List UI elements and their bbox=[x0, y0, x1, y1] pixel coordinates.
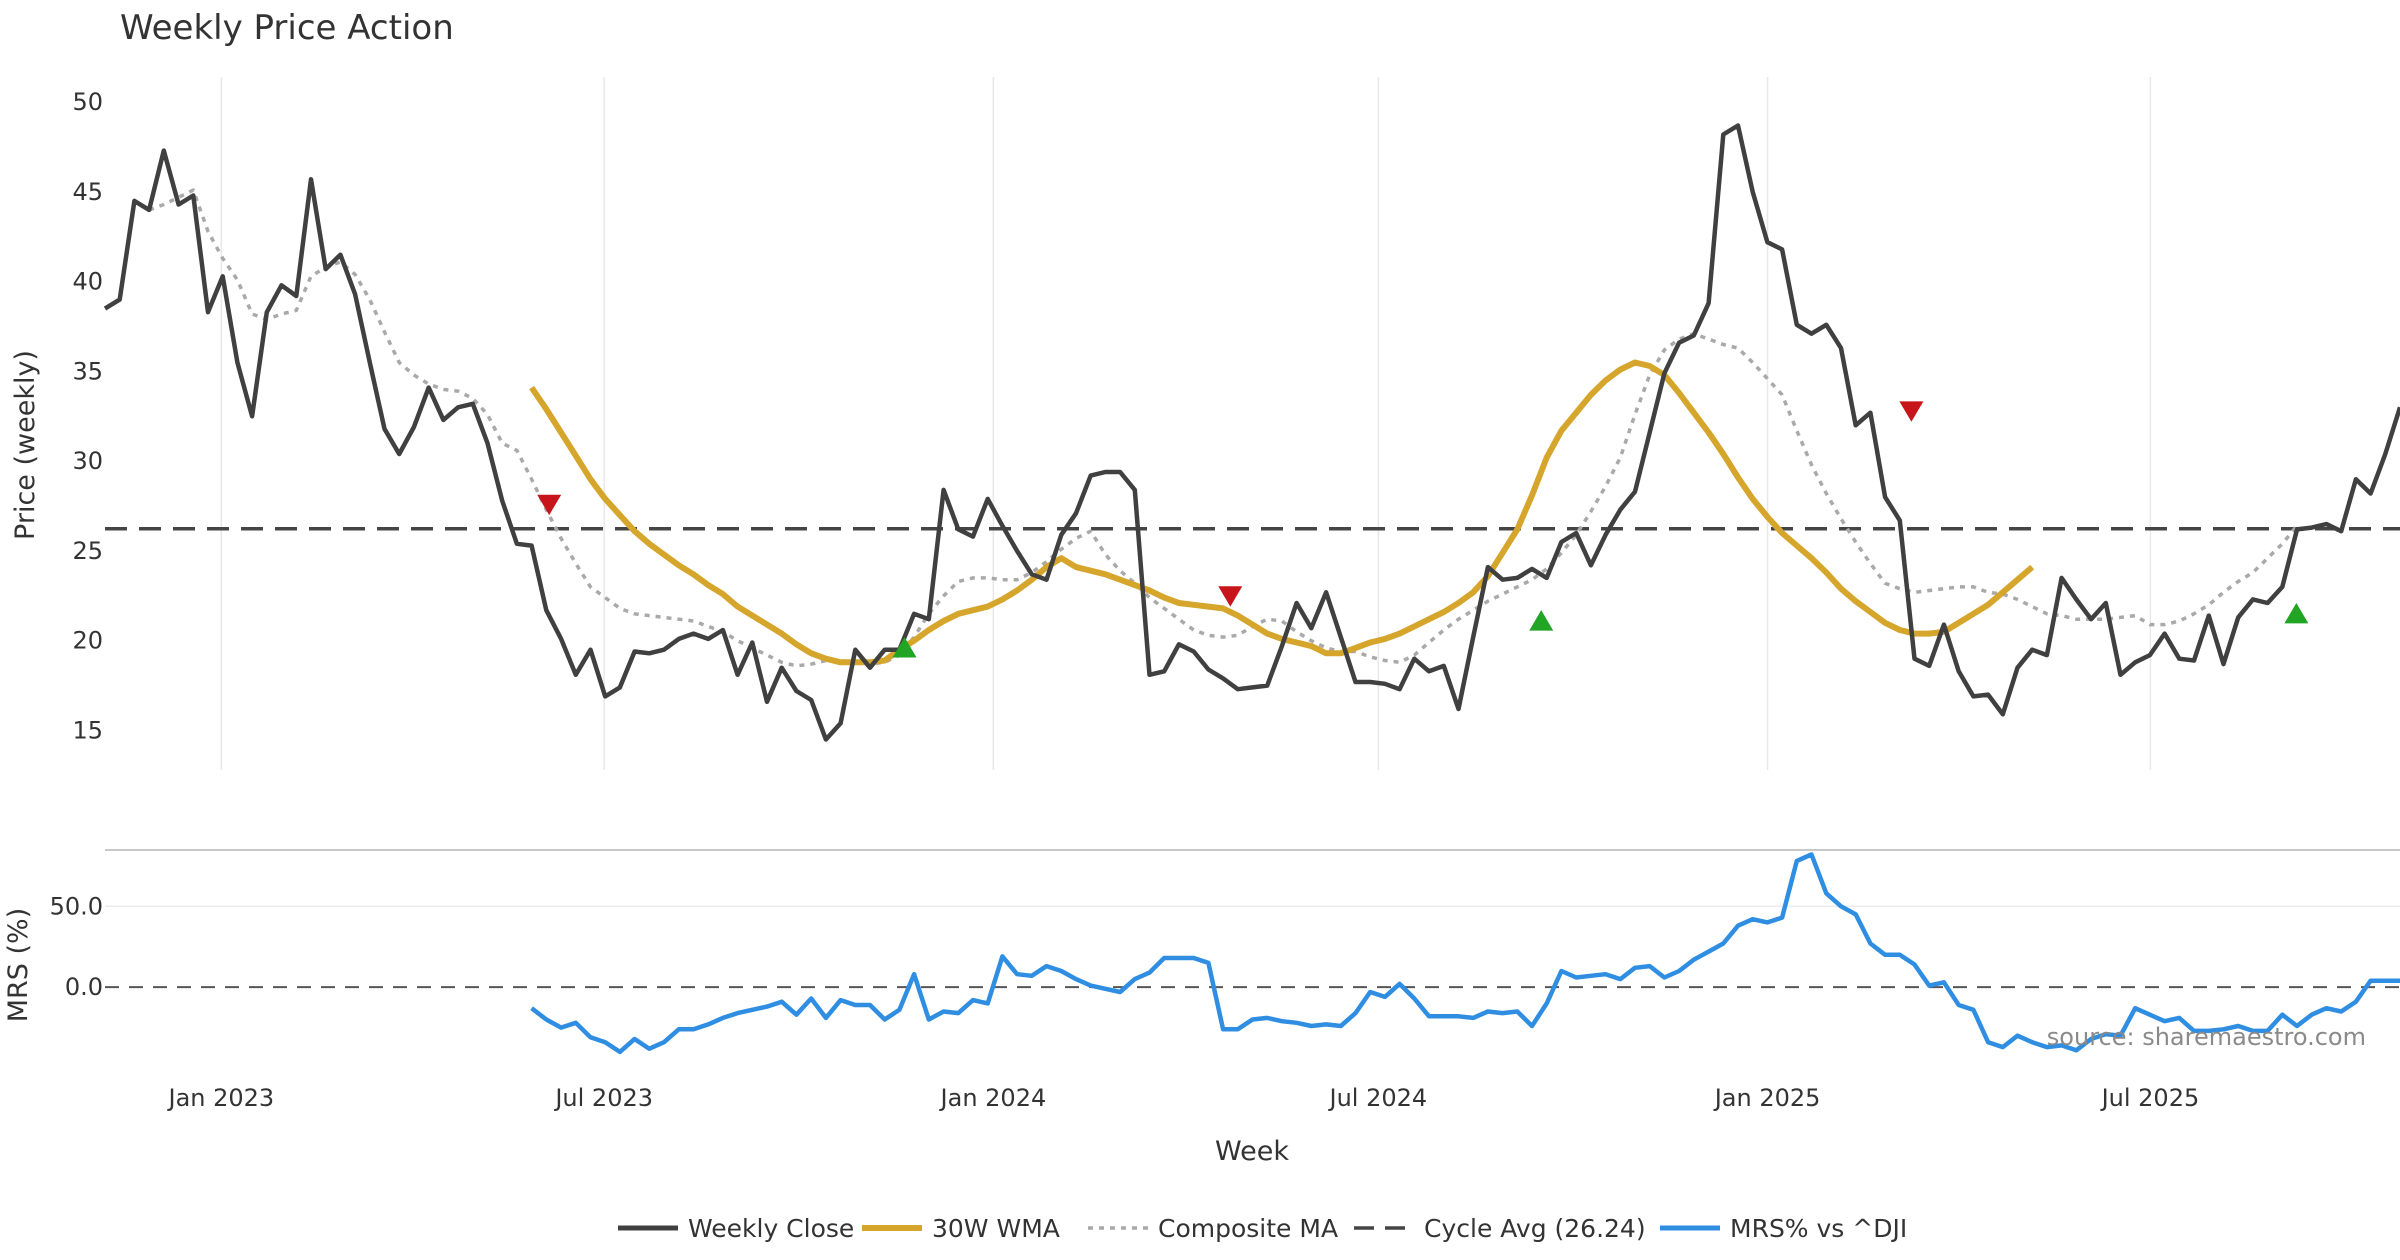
mrs-line bbox=[530, 852, 2400, 1055]
price-y-tick-label: 30 bbox=[72, 447, 103, 475]
legend-label: Composite MA bbox=[1158, 1214, 1338, 1243]
legend-label: 30W WMA bbox=[932, 1214, 1060, 1243]
x-tick-label: Jul 2025 bbox=[2100, 1084, 2200, 1112]
chart-title: Weekly Price Action bbox=[120, 8, 454, 48]
x-axis-title: Week bbox=[1215, 1136, 1289, 1167]
price-y-tick-label: 40 bbox=[72, 268, 103, 296]
legend: Weekly Close 30W WMA Composite MA Cycle Avg… bbox=[618, 1214, 1907, 1243]
legend-label: Weekly Close bbox=[688, 1214, 854, 1243]
x-tick-label: Jul 2024 bbox=[1328, 1084, 1428, 1112]
x-tick-label: Jul 2023 bbox=[553, 1084, 653, 1112]
price-y-tick-label: 15 bbox=[72, 717, 103, 745]
sell-signal-marker bbox=[1899, 401, 1924, 422]
wma-30w-line bbox=[529, 359, 2035, 666]
legend-label: MRS% vs ^DJI bbox=[1730, 1214, 1907, 1243]
x-tick-label: Jan 2024 bbox=[939, 1084, 1047, 1112]
x-tick-label: Jan 2025 bbox=[1713, 1084, 1821, 1112]
buy-signal-marker bbox=[892, 637, 917, 658]
grid-layer bbox=[105, 77, 2400, 989]
weekly-close-line bbox=[103, 123, 2400, 742]
composite-ma-line bbox=[148, 188, 2299, 668]
price-y-tick-label: 20 bbox=[72, 627, 103, 655]
buy-signal-marker bbox=[2284, 603, 2309, 624]
price-y-axis-title: Price (weekly) bbox=[10, 350, 41, 540]
x-tick-label: Jan 2023 bbox=[166, 1084, 274, 1112]
sell-signal-marker bbox=[1218, 586, 1243, 607]
legend-label: Cycle Avg (26.24) bbox=[1424, 1214, 1646, 1243]
mrs-y-axis-title: MRS (%) bbox=[3, 908, 34, 1023]
price-y-tick-label: 25 bbox=[72, 537, 103, 565]
price-y-tick-label: 35 bbox=[72, 357, 103, 385]
sell-signal-marker bbox=[537, 494, 562, 516]
price-y-tick-label: 45 bbox=[72, 178, 103, 206]
price-y-tick-label: 50 bbox=[72, 88, 103, 116]
series-layer bbox=[103, 123, 2400, 1055]
buy-signal-marker bbox=[1529, 610, 1554, 631]
mrs-y-tick-label: 0.0 bbox=[65, 973, 103, 1001]
mrs-y-tick-label: 50.0 bbox=[50, 892, 103, 920]
source-label: source: sharemaestro.com bbox=[2047, 1023, 2366, 1051]
axis-layer: Jan 2023 Jul 2023 Jan 2024 Jul 2024 Jan 2025… bbox=[50, 88, 2200, 1112]
